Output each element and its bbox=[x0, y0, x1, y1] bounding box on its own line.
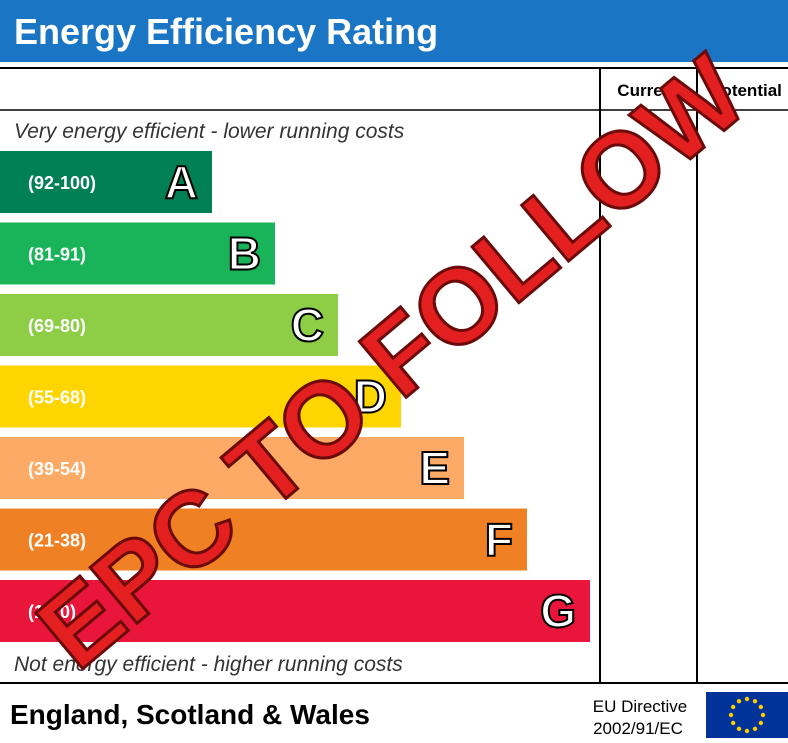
star bbox=[730, 704, 736, 710]
band-range: (92-100) bbox=[28, 173, 96, 193]
star bbox=[752, 698, 758, 704]
band-letter: A bbox=[165, 156, 198, 208]
column-header: Current bbox=[617, 81, 679, 100]
star bbox=[744, 728, 750, 734]
band-range: (1-20) bbox=[28, 602, 76, 622]
star bbox=[752, 726, 758, 732]
band-letter: D bbox=[354, 371, 387, 423]
band-range: (55-68) bbox=[28, 388, 86, 408]
band-range: (39-54) bbox=[28, 459, 86, 479]
title-bar bbox=[0, 0, 788, 62]
band bbox=[0, 365, 401, 428]
region: England, Scotland & Wales bbox=[10, 699, 370, 730]
star bbox=[730, 720, 736, 726]
band-letter: E bbox=[419, 442, 450, 494]
star bbox=[728, 712, 734, 718]
directive: EU Directive bbox=[593, 697, 687, 716]
top-note: Very energy efficient - lower running co… bbox=[14, 120, 405, 143]
band bbox=[0, 580, 590, 642]
band bbox=[0, 294, 338, 356]
band bbox=[0, 151, 212, 213]
title: Energy Efficiency Rating bbox=[14, 11, 438, 52]
band-letter: F bbox=[485, 514, 513, 566]
band bbox=[0, 437, 464, 499]
band-letter: G bbox=[540, 585, 576, 637]
column-header: Potential bbox=[710, 81, 782, 100]
band-letter: B bbox=[228, 228, 261, 280]
star bbox=[758, 720, 764, 726]
star bbox=[736, 726, 742, 732]
bottom-note: Not energy efficient - higher running co… bbox=[14, 653, 403, 676]
star bbox=[758, 704, 764, 710]
directive: 2002/91/EC bbox=[593, 719, 683, 738]
star bbox=[760, 712, 766, 718]
star bbox=[736, 698, 742, 704]
band bbox=[0, 508, 527, 571]
band bbox=[0, 222, 275, 285]
band-range: (21-38) bbox=[28, 531, 86, 551]
band-range: (81-91) bbox=[28, 245, 86, 265]
band-letter: C bbox=[291, 299, 324, 351]
star bbox=[744, 696, 750, 702]
band-range: (69-80) bbox=[28, 316, 86, 336]
